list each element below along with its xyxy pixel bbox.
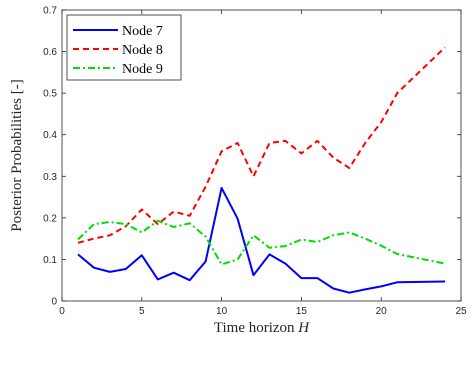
series-line-node-7	[77, 186, 446, 294]
y-tick-label: 0.4	[43, 130, 57, 141]
y-axis-title: Posterior Probabilities [-]	[9, 79, 25, 231]
y-tick-label: 0.7	[43, 6, 57, 17]
series-line-node-9	[77, 219, 446, 266]
x-tick-label: 15	[296, 306, 308, 317]
x-axis-title-text: Time horizon	[214, 320, 298, 336]
plot-frame	[61, 9, 462, 302]
y-tick-label: 0.5	[43, 89, 57, 100]
x-axis-title: Time horizon H	[214, 320, 310, 336]
y-tick-label: 0.3	[43, 172, 57, 183]
x-tick-label: 25	[455, 306, 467, 317]
series-line-node-8	[77, 46, 446, 244]
series-layer	[77, 46, 446, 294]
legend-box	[66, 14, 182, 81]
x-tick-label: 5	[139, 306, 145, 317]
legend-label: Node 8	[122, 43, 163, 58]
legend: Node 7 Node 8 Node 9	[66, 14, 182, 81]
legend-label: Node 9	[122, 62, 163, 77]
y-tick-label: 0.2	[43, 213, 57, 224]
y-tick-label: 0.6	[43, 47, 57, 58]
legend-label: Node 7	[122, 24, 163, 39]
x-tick-label: 10	[216, 306, 228, 317]
y-tick-label: 0.1	[43, 255, 57, 266]
x-tick-label: 0	[59, 306, 65, 317]
x-axis-title-symbol: H	[297, 320, 310, 336]
x-tick-label: 20	[376, 306, 388, 317]
y-tick-label: 0	[51, 297, 57, 308]
ticks-layer: 0 5 10 15 20 25 0 0.1 0.2 0.3 0.4 0.5 0.6 0.7	[43, 6, 467, 318]
